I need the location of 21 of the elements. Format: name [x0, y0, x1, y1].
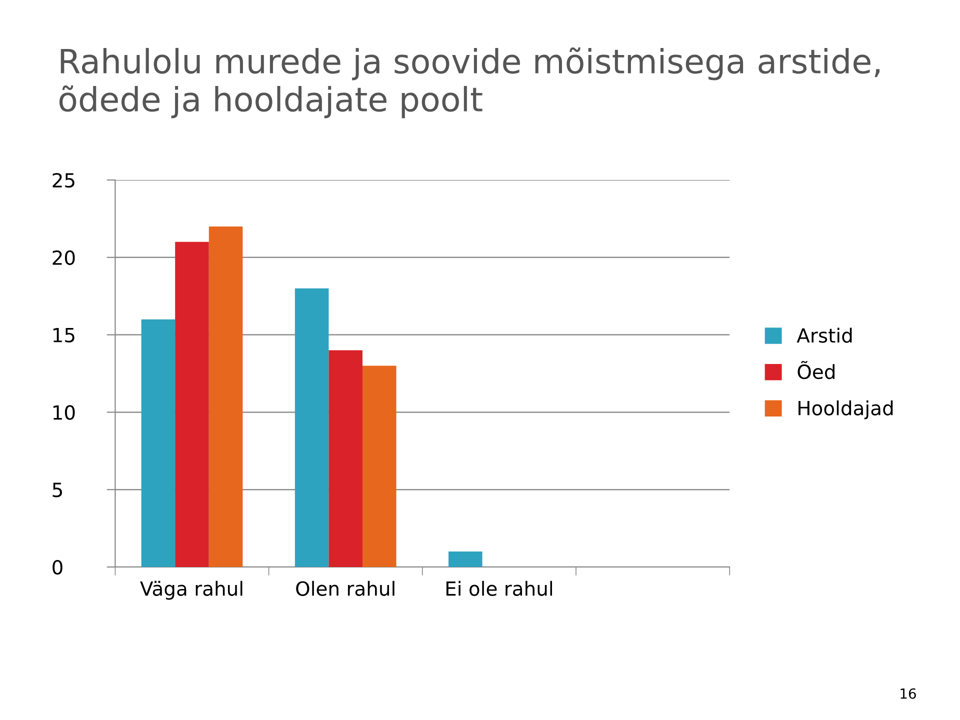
bar [328, 350, 362, 567]
x-tick-label: Ei ole rahul [446, 580, 552, 596]
chart-title: Rahulolu murede ja soovide mõistmisega arstide, õdede ja hooldajate poolt [59, 47, 880, 118]
legend-label: Hooldajad [798, 400, 893, 420]
bar [362, 366, 396, 567]
bar [141, 319, 176, 567]
bar [294, 288, 329, 567]
y-tick-label: 15 [53, 328, 74, 342]
text: 16 [900, 688, 916, 699]
legend-label: Arstid [796, 328, 852, 343]
legend-label: Õed [798, 361, 834, 380]
bar [175, 242, 209, 567]
y-tick-label: 10 [53, 405, 75, 420]
y-tick-label: 25 [52, 172, 74, 188]
y-tick-label: 0 [52, 560, 62, 575]
x-tick-label: Olen rahul [296, 580, 394, 596]
bar [448, 552, 482, 567]
bar [208, 226, 243, 567]
y-tick-label: 20 [52, 250, 75, 266]
x-tick-label: Väga rahul [140, 580, 242, 600]
y-tick-label: 5 [52, 482, 62, 498]
